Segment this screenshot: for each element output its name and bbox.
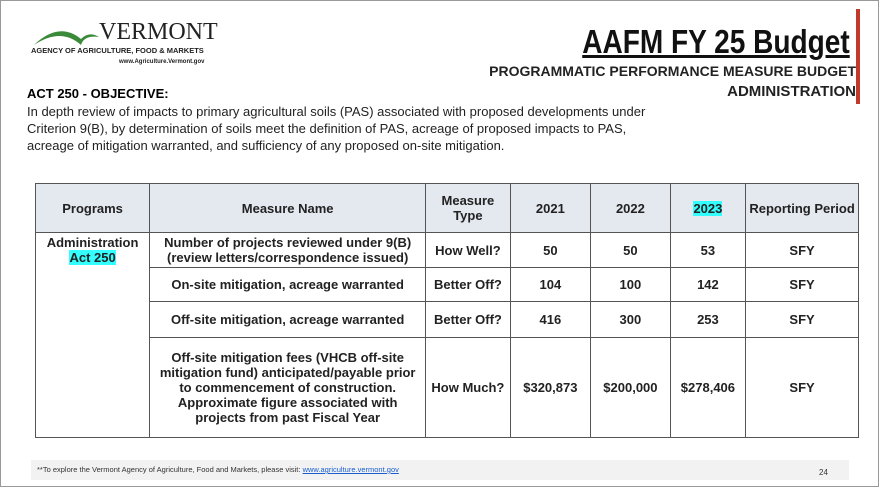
cell: $320,873 — [509, 337, 592, 438]
logo: VERMONT AGENCY OF AGRICULTURE, FOOD & MA… — [31, 19, 218, 65]
cell: Better Off? — [425, 267, 511, 302]
cell: 50 — [590, 232, 671, 268]
cell: 253 — [669, 301, 747, 338]
cell: Number of projects reviewed under 9(B) (… — [149, 232, 427, 268]
page-number: 24 — [819, 468, 828, 477]
logo-mark — [34, 31, 99, 45]
cell: 100 — [590, 267, 671, 302]
objective-label: ACT 250 - OBJECTIVE: — [27, 86, 169, 101]
column-header: 2022 — [590, 183, 671, 233]
cell: SFY — [745, 267, 859, 302]
logo-url: www.Agriculture.Vermont.gov — [118, 59, 205, 65]
cell: Off-site mitigation, acreage warranted — [149, 301, 427, 338]
cell: On-site mitigation, acreage warranted — [149, 267, 427, 302]
cell: SFY — [745, 337, 859, 438]
cell: How Much? — [425, 337, 511, 438]
cell: 416 — [509, 301, 592, 338]
table-row: Off-site mitigation fees (VHCB off-site … — [36, 337, 859, 438]
cell: $278,406 — [669, 337, 747, 438]
cell: 142 — [669, 267, 747, 302]
table: Programs Measure Name Measure Type 2021 2022… — [34, 183, 859, 438]
header-text: Measure Type — [441, 193, 495, 223]
accent-bar — [856, 9, 860, 104]
cell: 300 — [590, 301, 671, 338]
header-text: 2021 — [535, 200, 565, 216]
cell: Off-site mitigation fees (VHCB off-site … — [149, 337, 427, 438]
table-row: Administration Act 250 Number of projects … — [34, 232, 859, 438]
header-text: Reporting Period — [749, 200, 855, 216]
cell: SFY — [745, 232, 859, 268]
cell: 53 — [669, 232, 747, 268]
cell: SFY — [745, 301, 859, 338]
program-text: Administration — [46, 235, 139, 250]
column-header: Reporting Period — [745, 183, 859, 233]
column-header: Measure Name — [149, 183, 427, 233]
table-row: On-site mitigation, acreage warranted Bet… — [36, 267, 859, 302]
header-text: Measure Name — [241, 200, 334, 216]
logo-name: VERMONT — [99, 19, 218, 45]
objective-text: In depth review of impacts to primary ag… — [27, 104, 646, 153]
subtitle: PROGRAMMATIC PERFORMANCE MEASURE BUDGET — [489, 63, 856, 79]
title: AAFM FY 25 Budget — [582, 23, 850, 60]
cell: 104 — [509, 267, 592, 302]
cell: How Well? — [425, 232, 511, 268]
column-header: 2023 — [669, 183, 747, 233]
section: ADMINISTRATION — [727, 83, 856, 100]
footer-link[interactable]: www.agriculture.vermont.gov — [302, 465, 399, 474]
cell: $200,000 — [590, 337, 671, 438]
table-row: Off-site mitigation, acreage warranted Be… — [36, 301, 859, 338]
header-text: Programs — [62, 200, 123, 216]
column-header: Measure Type — [425, 183, 511, 233]
program-text: Act 250 — [69, 250, 116, 265]
cell: 50 — [509, 232, 592, 268]
footer: **To explore the Vermont Agency of Agric… — [31, 460, 849, 480]
header-text: 2022 — [615, 200, 645, 216]
cell: Better Off? — [425, 301, 511, 338]
logo-agency: AGENCY OF AGRICULTURE, FOOD & MARKETS — [31, 46, 204, 55]
column-header: Programs — [34, 183, 151, 233]
header-text: 2023 — [693, 200, 723, 216]
column-header: 2021 — [509, 183, 592, 233]
program-cell: Administration Act 250 — [34, 232, 151, 438]
footer-note: **To explore the Vermont Agency of Agric… — [37, 465, 301, 474]
